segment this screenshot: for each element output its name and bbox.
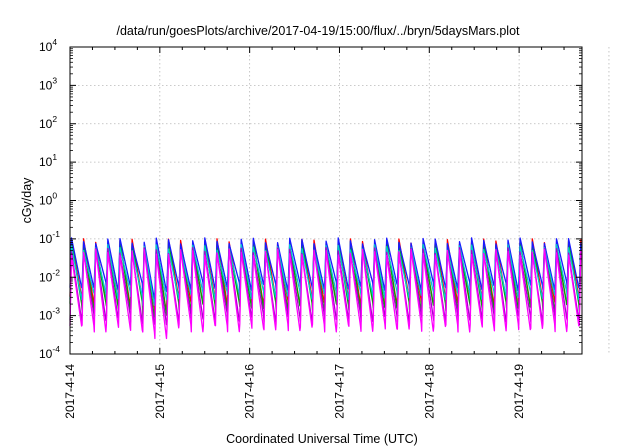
y-axis: 104 103 102 101 100 10-1 10-2 10-3 10-4 bbox=[39, 37, 582, 361]
series-group bbox=[69, 237, 582, 340]
x-tick-label: 2017-4-15 bbox=[153, 364, 167, 419]
y-axis-label: cGy/day bbox=[20, 177, 34, 224]
series-line bbox=[69, 248, 582, 340]
y-tick-label: 104 bbox=[39, 37, 57, 54]
chart-title: /data/run/goesPlots/archive/2017-04-19/1… bbox=[116, 24, 520, 38]
y-tick-label: 102 bbox=[39, 114, 57, 131]
y-tick-label: 100 bbox=[39, 191, 57, 208]
y-tick-label: 10-3 bbox=[39, 306, 60, 323]
y-tick-label: 103 bbox=[39, 75, 57, 92]
y-tick-label: 10-1 bbox=[39, 229, 60, 246]
x-axis-label: Coordinated Universal Time (UTC) bbox=[226, 432, 418, 446]
x-tick-label: 2017-4-19 bbox=[512, 364, 526, 419]
x-tick-label: 2017-4-18 bbox=[422, 364, 436, 419]
x-axis: 2017-4-14 2017-4-15 2017-4-16 2017-4-17 2017… bbox=[63, 47, 565, 419]
x-tick-label: 2017-4-17 bbox=[332, 364, 346, 419]
y-tick-label: 10-2 bbox=[39, 267, 60, 284]
y-tick-label: 101 bbox=[39, 152, 57, 169]
y-tick-label: 10-4 bbox=[39, 344, 60, 361]
x-tick-label: 2017-4-16 bbox=[243, 364, 257, 419]
x-tick-label: 2017-4-14 bbox=[63, 364, 77, 419]
